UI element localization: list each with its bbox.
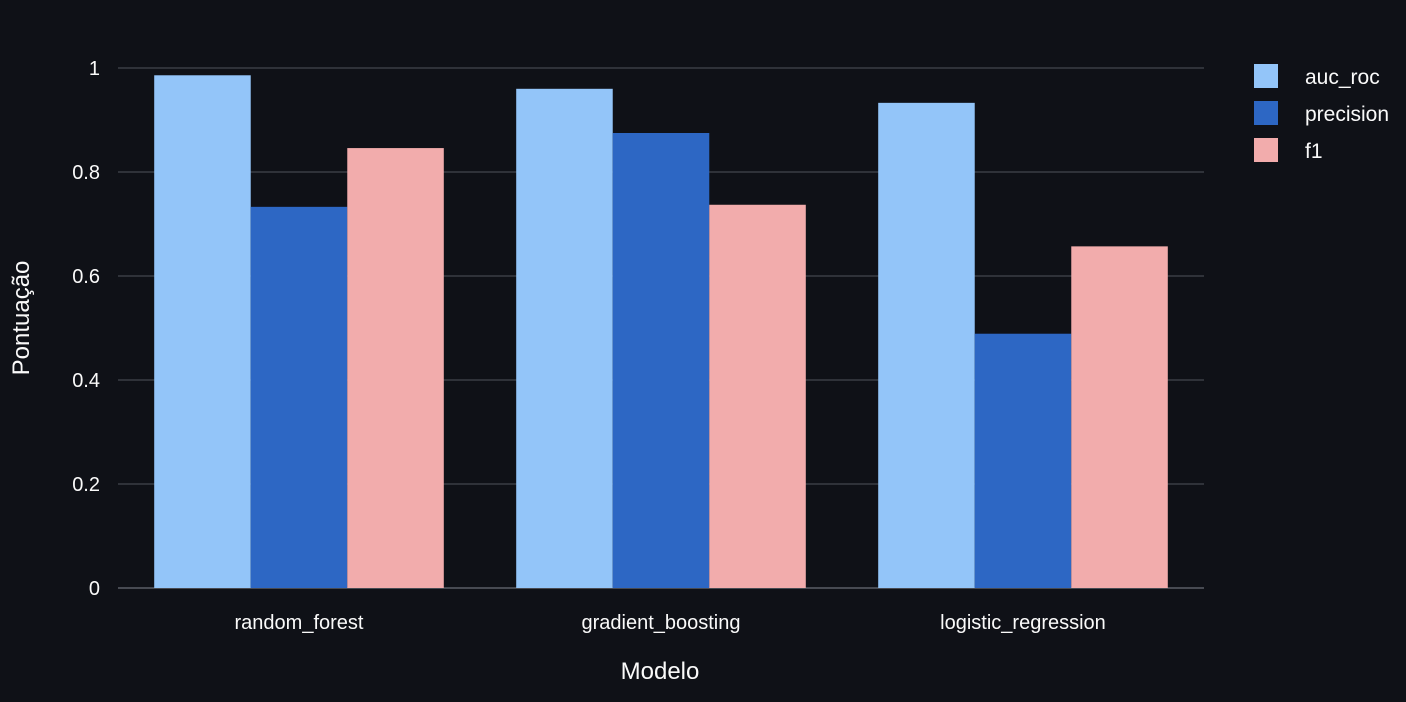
bar-auc_roc-random_forest[interactable] bbox=[154, 75, 251, 588]
legend: auc_roc precision f1 bbox=[1254, 64, 1389, 163]
bar-precision-gradient_boosting[interactable] bbox=[612, 133, 710, 588]
bar-auc_roc-logistic_regression[interactable] bbox=[878, 102, 975, 588]
y-tick-label: 0 bbox=[89, 578, 100, 600]
x-axis-title: Modelo bbox=[621, 658, 700, 685]
y-tick-label: 0.6 bbox=[72, 266, 100, 288]
bar-auc_roc-gradient_boosting[interactable] bbox=[516, 88, 613, 589]
x-axis-ticks: random_forest gradient_boosting logistic_r… bbox=[235, 612, 1106, 634]
x-tick-label: logistic_regression bbox=[940, 612, 1106, 634]
y-tick-label: 0.2 bbox=[72, 474, 100, 496]
legend-label-auc_roc[interactable]: auc_roc bbox=[1305, 66, 1380, 89]
bars bbox=[154, 75, 1168, 589]
legend-swatch-auc_roc[interactable] bbox=[1254, 64, 1278, 88]
y-axis-ticks: 0 0.2 0.4 0.6 0.8 1 bbox=[72, 58, 100, 600]
x-tick-label: gradient_boosting bbox=[581, 612, 740, 634]
x-tick-label: random_forest bbox=[235, 612, 364, 634]
bar-f1-gradient_boosting[interactable] bbox=[709, 204, 806, 588]
bar-precision-logistic_regression[interactable] bbox=[974, 333, 1072, 588]
y-tick-label: 1 bbox=[89, 58, 100, 80]
y-axis-title: Pontuação bbox=[8, 261, 35, 376]
y-tick-label: 0.4 bbox=[72, 370, 100, 392]
legend-swatch-f1[interactable] bbox=[1254, 138, 1278, 162]
bar-f1-logistic_regression[interactable] bbox=[1071, 246, 1168, 589]
bar-f1-random_forest[interactable] bbox=[347, 148, 444, 588]
y-tick-label: 0.8 bbox=[72, 162, 100, 184]
legend-label-precision[interactable]: precision bbox=[1305, 103, 1389, 126]
legend-label-f1[interactable]: f1 bbox=[1305, 140, 1323, 163]
legend-swatch-precision[interactable] bbox=[1254, 101, 1278, 125]
bar-precision-random_forest[interactable] bbox=[250, 206, 348, 588]
